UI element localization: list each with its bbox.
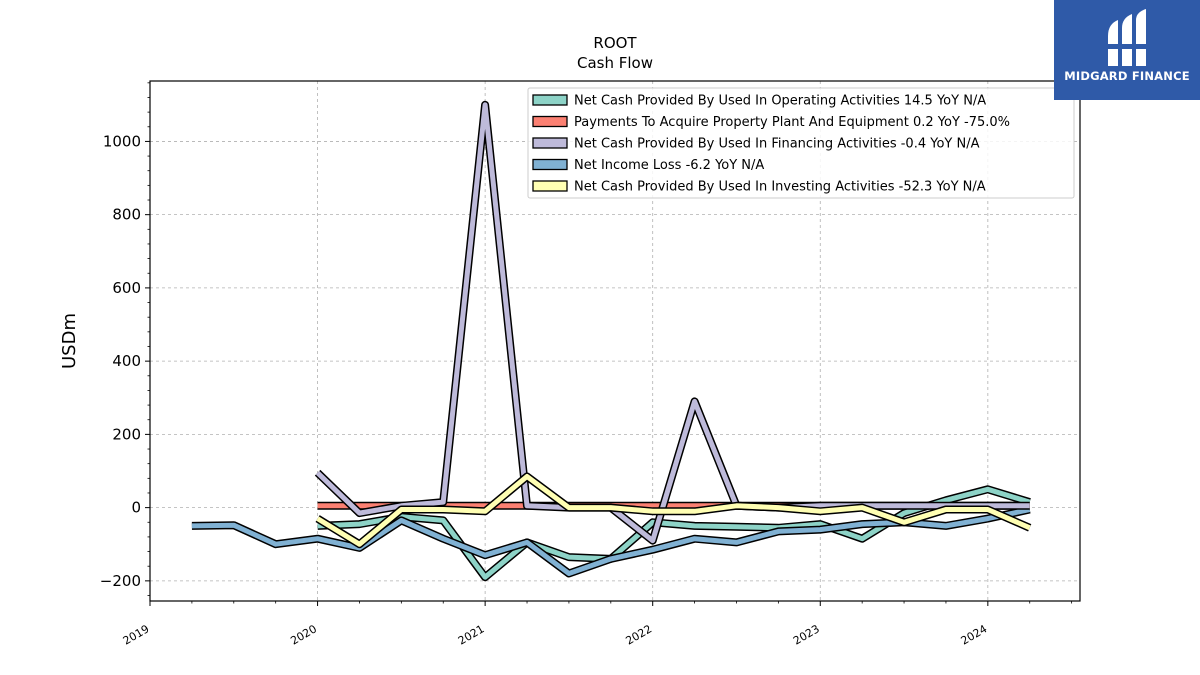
legend-swatch — [532, 180, 568, 192]
legend-item: Payments To Acquire Property Plant And E… — [532, 115, 1010, 130]
y-tick-label: −200 — [100, 572, 141, 590]
series-layer — [191, 100, 1032, 582]
y-tick-label: 1000 — [103, 132, 141, 150]
legend-item: Net Income Loss -6.2 YoY N/A — [532, 158, 764, 173]
logo-text: MIDGARD FINANCE — [1064, 69, 1190, 83]
y-tick-label: 400 — [112, 352, 141, 370]
legend-label: Payments To Acquire Property Plant And E… — [574, 115, 1010, 130]
legend-label: Net Cash Provided By Used In Investing A… — [574, 180, 986, 195]
y-axis: −200 0 200 400 600 800 1000 — [100, 82, 150, 596]
series-stroke — [316, 474, 1031, 547]
series-line — [314, 100, 1030, 545]
legend-label: Net Income Loss -6.2 YoY N/A — [574, 158, 764, 173]
x-axis: 2019 2020 2021 2022 2023 2024 — [121, 601, 1073, 648]
series-stroke — [317, 486, 1031, 580]
series-line — [191, 505, 1031, 578]
series-line — [315, 472, 1032, 549]
legend-item: Net Cash Provided By Used In Operating A… — [532, 94, 986, 109]
legend-swatch — [532, 137, 568, 149]
legend-label: Net Cash Provided By Used In Operating A… — [574, 94, 986, 109]
legend-label: Net Cash Provided By Used In Financing A… — [574, 137, 980, 152]
x-tick-label: 2019 — [121, 622, 152, 647]
x-tick-label: 2024 — [959, 622, 990, 647]
y-axis-label: USDm — [59, 313, 80, 369]
series-line — [317, 485, 1031, 582]
y-tick-label: 0 — [131, 499, 141, 517]
x-tick-label: 2021 — [456, 622, 487, 647]
y-tick-label: 800 — [112, 206, 141, 224]
chart-title: ROOT — [593, 34, 637, 52]
series-stroke — [191, 507, 1031, 576]
plot-frame — [149, 80, 1081, 602]
legend-box — [527, 87, 1075, 199]
legend-swatch — [532, 94, 568, 106]
series-stroke — [315, 102, 1030, 544]
x-tick-label: 2022 — [623, 622, 654, 647]
chart-subtitle: Cash Flow — [577, 54, 653, 72]
legend-swatch — [532, 158, 568, 171]
y-tick-label: 200 — [112, 425, 141, 443]
legend-swatch — [532, 115, 568, 128]
x-tick-label: 2023 — [791, 622, 822, 647]
x-tick-label: 2020 — [288, 622, 319, 647]
y-tick-label: 600 — [112, 279, 141, 297]
legend-item: Net Cash Provided By Used In Investing A… — [532, 180, 986, 195]
midgard-logo-icon — [1102, 9, 1152, 66]
legend-item: Net Cash Provided By Used In Financing A… — [532, 137, 980, 152]
midgard-logo: MIDGARD FINANCE — [1054, 0, 1200, 100]
legend: Net Cash Provided By Used In Operating A… — [527, 87, 1075, 199]
